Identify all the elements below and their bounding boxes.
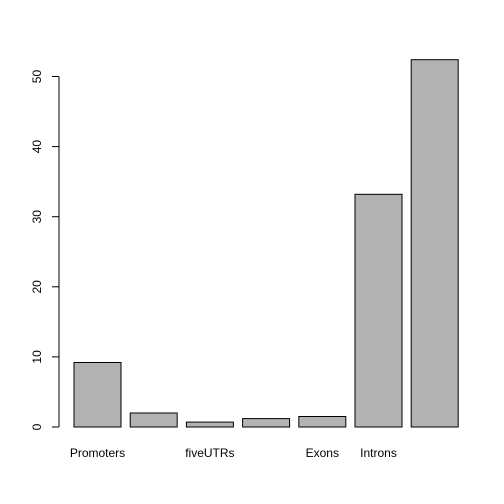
bar-0 [74, 363, 121, 428]
y-tick-label-0: 0 [30, 423, 44, 430]
y-tick-label-4: 40 [30, 140, 44, 154]
bar-5 [355, 194, 402, 427]
bar-4 [299, 417, 346, 428]
bar-6 [411, 60, 458, 427]
bars-group [74, 60, 458, 427]
x-axis-labels: Promoters fiveUTRs Exons Introns [70, 446, 397, 460]
x-tick-label-0: Promoters [70, 446, 125, 460]
y-tick-label-2: 20 [30, 280, 44, 294]
x-tick-label-5: Introns [360, 446, 397, 460]
x-tick-label-2: fiveUTRs [185, 446, 234, 460]
y-tick-label-3: 30 [30, 210, 44, 224]
bar-3 [243, 419, 290, 427]
x-tick-label-4: Exons [306, 446, 339, 460]
y-tick-label-1: 10 [30, 350, 44, 364]
bar-1 [130, 413, 177, 427]
y-axis: 0 10 20 30 40 50 [30, 70, 59, 431]
y-tick-label-5: 50 [30, 70, 44, 84]
bar-2 [186, 422, 233, 427]
